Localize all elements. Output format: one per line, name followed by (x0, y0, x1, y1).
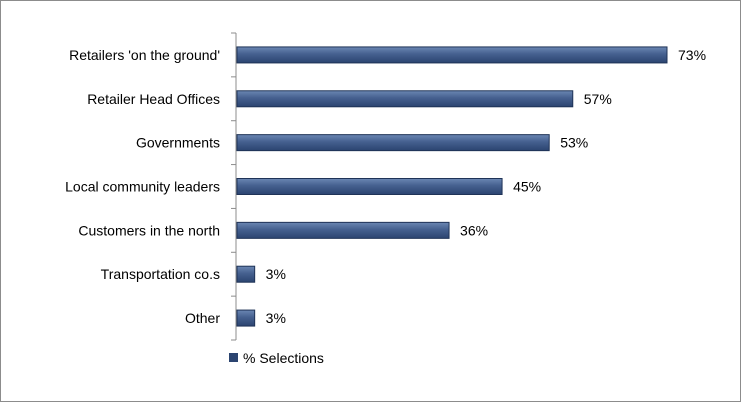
bar (236, 178, 503, 195)
category-label: Customers in the north (78, 222, 220, 238)
data-label: 53% (560, 135, 588, 151)
category-label: Retailer Head Offices (87, 91, 220, 107)
data-label: 36% (460, 222, 488, 238)
category-label: Transportation co.s (101, 266, 220, 282)
bar (236, 309, 256, 327)
bar (236, 134, 550, 152)
bar (236, 90, 574, 108)
data-label: 3% (266, 310, 286, 326)
category-labels: Retailers 'on the ground' Retailer Head O… (65, 47, 220, 326)
category-label: Local community leaders (65, 179, 220, 195)
legend-swatch (229, 353, 238, 362)
legend-label: % Selections (243, 350, 324, 366)
category-label: Governments (136, 135, 220, 151)
bars (236, 46, 668, 327)
data-label: 3% (266, 266, 286, 282)
y-axis (231, 32, 237, 341)
bar (236, 46, 668, 64)
data-label: 73% (678, 47, 706, 63)
category-label: Retailers 'on the ground' (69, 47, 220, 63)
data-label: 45% (513, 179, 541, 195)
data-label: 57% (584, 91, 612, 107)
bar (236, 265, 256, 283)
bar (236, 221, 450, 239)
data-labels: 73% 57% 53% 45% 36% 3% 3% (266, 47, 706, 326)
legend: % Selections (229, 350, 324, 366)
category-label: Other (185, 310, 220, 326)
